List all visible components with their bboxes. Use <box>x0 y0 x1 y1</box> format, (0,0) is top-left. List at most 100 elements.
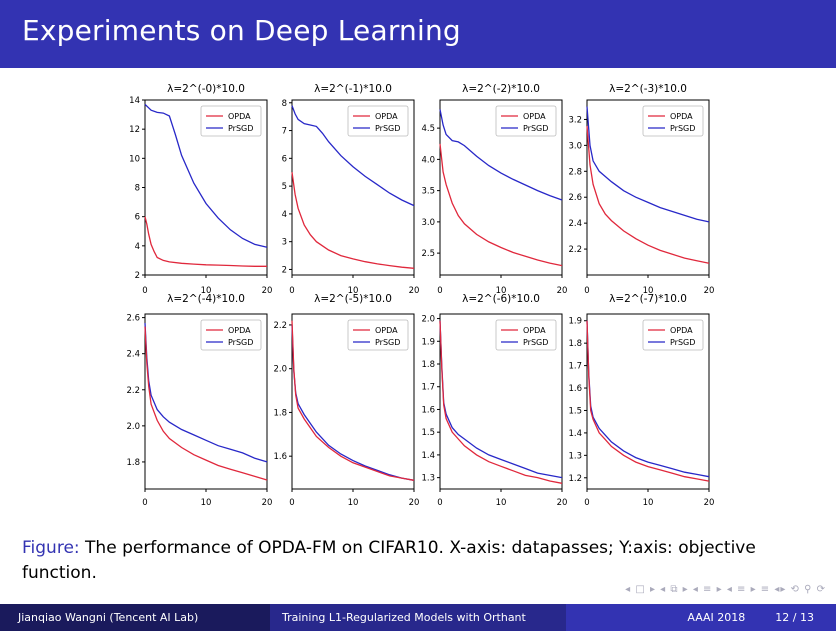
x-tick-label: 10 <box>348 498 359 508</box>
x-tick-label: 20 <box>557 498 568 508</box>
subplot-title: λ=2^(-4)*10.0 <box>167 293 245 305</box>
subplot-3: λ=2^(-2)*10.0 2.5 3.0 3.5 4.0 4.5 0 10 20 OPDA PrS… <box>421 83 567 296</box>
y-tick-label: 5 <box>282 182 287 192</box>
y-tick-label: 6 <box>282 154 287 164</box>
footer-talk-title: Training L1-Regularized Models with Orth… <box>270 604 566 631</box>
x-tick-label: 10 <box>201 498 212 508</box>
y-tick-label: 1.3 <box>421 474 435 484</box>
y-tick-label: 1.6 <box>421 405 435 415</box>
series-line-prsgd <box>144 322 268 463</box>
y-tick-label: 2.5 <box>421 249 435 259</box>
legend-label: PrSGD <box>523 124 548 133</box>
x-tick-label: 0 <box>437 498 442 508</box>
slide-header: Experiments on Deep Learning <box>0 0 836 68</box>
subplot-title: λ=2^(-0)*10.0 <box>167 83 245 95</box>
footer-page-number: 12 / 13 <box>775 611 814 624</box>
series-line-prsgd <box>586 106 710 223</box>
subplot-title: λ=2^(-7)*10.0 <box>609 293 687 305</box>
y-tick-label: 3.0 <box>421 218 435 228</box>
x-tick-label: 10 <box>201 286 212 296</box>
y-tick-label: 1.7 <box>568 362 582 372</box>
y-tick-label: 2 <box>135 271 140 281</box>
legend-label: PrSGD <box>670 338 695 347</box>
legend-label: OPDA <box>228 112 251 121</box>
y-tick-label: 2.2 <box>273 321 287 331</box>
y-tick-label: 1.5 <box>568 406 582 416</box>
y-tick-label: 1.5 <box>421 428 435 438</box>
series-line-opda <box>439 143 563 267</box>
x-tick-label: 20 <box>409 286 420 296</box>
y-tick-label: 1.6 <box>273 452 287 462</box>
series-line-opda <box>291 172 415 269</box>
legend-label: PrSGD <box>228 124 253 133</box>
series-line-prsgd <box>144 103 268 248</box>
subplot-6: λ=2^(-5)*10.0 1.6 1.8 2.0 2.2 0 10 20 OPDA PrSGD <box>273 293 419 508</box>
footer-venue: AAAI 2018 <box>687 611 746 624</box>
y-tick-label: 2.2 <box>126 386 140 396</box>
slide-title: Experiments on Deep Learning <box>22 14 461 47</box>
subplot-8: λ=2^(-7)*10.0 1.2 1.3 1.4 1.5 1.6 1.7 1.8 1.9 0 10… <box>568 293 714 508</box>
legend-label: PrSGD <box>375 338 400 347</box>
x-tick-label: 0 <box>437 286 442 296</box>
y-tick-label: 3 <box>282 238 287 248</box>
series-line-prsgd <box>586 320 710 478</box>
y-tick-label: 8 <box>282 99 287 109</box>
subplot-title: λ=2^(-1)*10.0 <box>314 83 392 95</box>
x-tick-label: 0 <box>584 498 589 508</box>
y-tick-label: 1.9 <box>421 337 435 347</box>
y-tick-label: 1.2 <box>568 474 582 484</box>
y-tick-label: 1.3 <box>568 451 582 461</box>
legend-label: PrSGD <box>670 124 695 133</box>
subplot-title: λ=2^(-3)*10.0 <box>609 83 687 95</box>
x-tick-label: 10 <box>643 286 654 296</box>
x-tick-label: 0 <box>142 498 147 508</box>
caption-label: Figure: <box>22 538 80 558</box>
subplot-4: λ=2^(-3)*10.0 2.2 2.4 2.6 2.8 3.0 3.2 0 10 20 OPDA… <box>568 83 714 296</box>
series-line-opda <box>586 320 710 482</box>
y-tick-label: 1.4 <box>568 429 582 439</box>
series-line-opda <box>291 320 415 481</box>
y-tick-label: 2.0 <box>273 365 287 375</box>
legend-label: PrSGD <box>375 124 400 133</box>
y-tick-label: 1.4 <box>421 451 435 461</box>
x-tick-label: 0 <box>289 498 294 508</box>
y-tick-label: 8 <box>135 184 140 194</box>
series-line-opda <box>144 326 268 481</box>
series-line-opda <box>144 216 267 267</box>
y-tick-label: 4.0 <box>421 155 435 165</box>
legend-label: PrSGD <box>523 338 548 347</box>
y-tick-label: 3.0 <box>568 141 582 151</box>
x-tick-label: 20 <box>704 286 715 296</box>
figure-caption: Figure: The performance of OPDA-FM on CI… <box>22 536 822 586</box>
legend-label: PrSGD <box>228 338 253 347</box>
y-tick-label: 1.7 <box>421 383 435 393</box>
y-tick-label: 4 <box>282 210 287 220</box>
y-tick-label: 6 <box>135 213 140 223</box>
beamer-nav-icons[interactable]: ◂ □ ▸ ◂ ⧉ ▸ ◂ ≡ ▸ ◂ ≡ ▸ ≡ ◂▸ ⟲ ⚲ ⟳ <box>625 584 826 595</box>
subplot-7: λ=2^(-6)*10.0 1.3 1.4 1.5 1.6 1.7 1.8 1.9 2.0 0 10… <box>421 293 567 508</box>
footer-author: Jianqiao Wangni (Tencent AI Lab) <box>0 604 270 631</box>
legend-label: OPDA <box>670 112 693 121</box>
y-tick-label: 1.8 <box>421 360 435 370</box>
x-tick-label: 10 <box>643 498 654 508</box>
legend-label: OPDA <box>523 112 546 121</box>
footer-right: AAAI 2018 12 / 13 <box>566 604 836 631</box>
y-tick-label: 3.2 <box>568 115 582 125</box>
series-line-opda <box>439 320 563 484</box>
subplot-title: λ=2^(-5)*10.0 <box>314 293 392 305</box>
x-tick-label: 20 <box>704 498 715 508</box>
x-tick-label: 20 <box>262 498 273 508</box>
x-tick-label: 20 <box>262 286 273 296</box>
y-tick-label: 1.6 <box>568 384 582 394</box>
y-tick-label: 12 <box>129 125 140 135</box>
y-tick-label: 14 <box>129 96 140 106</box>
y-tick-label: 4.5 <box>421 124 435 134</box>
y-tick-label: 10 <box>129 154 140 164</box>
y-tick-label: 7 <box>282 127 287 137</box>
y-tick-label: 1.9 <box>568 317 582 327</box>
y-tick-label: 2 <box>282 265 287 275</box>
y-tick-label: 2.6 <box>126 314 140 324</box>
series-line-opda <box>586 125 710 264</box>
x-tick-label: 10 <box>348 286 359 296</box>
legend-label: OPDA <box>523 326 546 335</box>
